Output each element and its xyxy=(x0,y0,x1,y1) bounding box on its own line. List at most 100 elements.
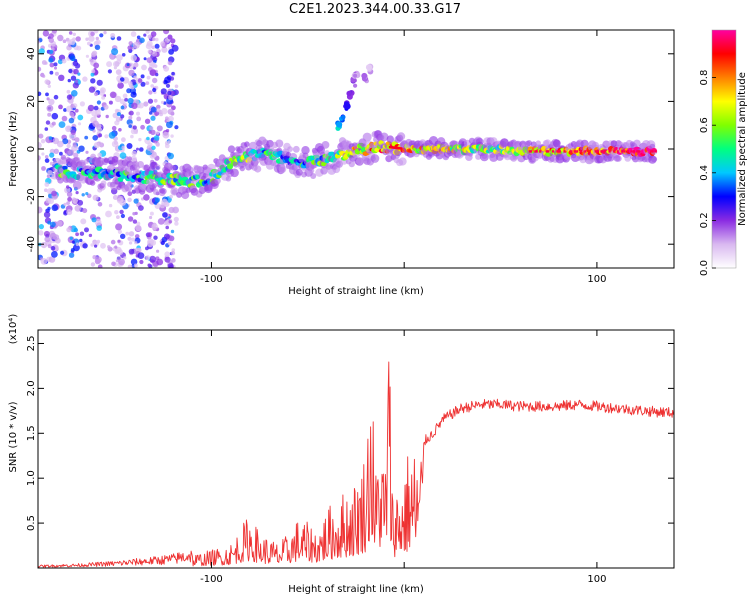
spectrogram-speckle xyxy=(120,233,126,239)
spectrogram-halo xyxy=(152,189,159,195)
spectrogram-speckle xyxy=(149,69,157,76)
spectrogram-halo xyxy=(427,151,433,157)
spectrogram-speckle xyxy=(161,108,168,115)
spectrogram-speckle xyxy=(87,41,91,46)
spectrogram-speckle xyxy=(115,116,121,122)
spectrogram-speckle xyxy=(63,202,67,206)
spectrogram-halo xyxy=(309,168,315,174)
spectrogram-speckle xyxy=(97,152,102,158)
spectrogram-speckle xyxy=(126,63,130,67)
spectrogram-y-tick-label: 40 xyxy=(26,47,37,60)
spectrogram-speckle xyxy=(127,191,133,197)
spectrogram-peak-cell xyxy=(594,150,597,153)
spectrogram-speckle xyxy=(133,75,138,80)
spectrogram-halo xyxy=(386,135,394,143)
spectrogram-speckle xyxy=(132,212,136,216)
spectrogram-speckle xyxy=(58,74,65,82)
spectrogram-speckle xyxy=(92,135,98,141)
spectrogram-speckle xyxy=(94,91,99,97)
spectrogram-halo xyxy=(292,145,300,153)
spectrogram-peak-cell xyxy=(529,150,532,153)
spectrogram-speckle xyxy=(113,60,120,68)
spectrogram-speckle xyxy=(82,208,88,214)
spectrogram-speckle xyxy=(40,139,46,144)
spectrogram-speckle xyxy=(38,142,42,149)
spectrogram-speckle xyxy=(59,151,63,156)
spectrogram-speckle xyxy=(164,256,171,263)
spectrogram-speckle xyxy=(167,263,174,268)
spectrogram-speckle xyxy=(53,94,59,100)
spectrogram-speckle xyxy=(160,41,166,47)
spectrogram-speckle xyxy=(127,45,133,51)
spectrogram-peak-cell xyxy=(547,150,550,153)
spectrogram-halo xyxy=(170,165,176,171)
spectrogram-speckle xyxy=(151,45,155,50)
spectrogram-speckle xyxy=(42,74,46,78)
spectrogram-speckle xyxy=(104,134,109,139)
spectrogram-speckle xyxy=(109,91,117,99)
spectrogram-speckle xyxy=(134,234,140,239)
spectrogram-speckle xyxy=(171,44,179,52)
spectrogram-peak-cell xyxy=(400,147,403,150)
spectrogram-speckle xyxy=(47,170,53,176)
spectrogram-speckle xyxy=(149,111,153,115)
spectrogram-speckle xyxy=(74,137,80,143)
spectrogram-speckle xyxy=(126,143,133,149)
spectrogram-peak-cell xyxy=(546,150,549,153)
spectrogram-speckle xyxy=(99,33,104,38)
spectrogram-peak-cell xyxy=(389,146,393,149)
spectrogram-speckle xyxy=(48,136,53,140)
spectrogram-branch-cell xyxy=(368,65,372,70)
spectrogram-speckle xyxy=(110,33,116,38)
spectrogram-speckle xyxy=(145,246,149,251)
spectrogram-halo xyxy=(204,184,213,194)
spectrogram-peak-cell xyxy=(535,150,538,153)
spectrogram-peak-cell xyxy=(570,150,573,153)
spectrogram-halo xyxy=(379,132,389,142)
spectrogram-speckle xyxy=(130,128,137,135)
spectrogram-peak-cell xyxy=(398,147,401,150)
spectrogram-speckle xyxy=(38,155,41,161)
spectrogram-speckle xyxy=(149,255,157,263)
spectrogram-speckle xyxy=(150,129,156,135)
spectrogram-speckle xyxy=(51,47,55,51)
spectrogram-speckle xyxy=(116,215,120,220)
spectrogram-speckle xyxy=(153,235,158,240)
spectrogram-speckle xyxy=(157,218,165,225)
spectrogram-speckle xyxy=(151,223,158,231)
spectrogram-speckle xyxy=(132,219,138,224)
spectrogram-speckle xyxy=(75,242,80,246)
spectrogram-speckle xyxy=(77,122,82,126)
spectrogram-peak-cell xyxy=(608,150,611,153)
spectrogram-speckle xyxy=(148,90,153,95)
snr-y-scale-label: (x10⁴) xyxy=(8,314,19,345)
snr-x-axis-label: Height of straight line (km) xyxy=(288,584,424,595)
spectrogram-speckle xyxy=(162,212,168,218)
spectrogram-speckle xyxy=(51,204,59,212)
spectrogram-speckle xyxy=(51,190,57,197)
spectrogram-speckle xyxy=(136,116,142,122)
spectrogram-halo xyxy=(90,180,96,186)
figure-title: C2E1.2023.344.00.33.G17 xyxy=(288,2,462,17)
spectrogram-speckle xyxy=(165,225,169,230)
spectrogram-speckle xyxy=(166,121,173,129)
spectrogram-speckle xyxy=(168,49,175,55)
spectrogram-speckle xyxy=(167,152,174,160)
spectrogram-speckle xyxy=(168,95,174,101)
spectrogram-speckle xyxy=(131,102,138,110)
snr-x-tick-label: -100 xyxy=(200,574,223,585)
spectrogram-halo xyxy=(355,157,364,165)
spectrogram-speckle xyxy=(97,127,103,133)
spectrogram-speckle xyxy=(46,97,50,101)
spectrogram-speckle xyxy=(76,45,82,51)
spectrogram-speckle xyxy=(117,239,121,243)
spectrogram-halo xyxy=(160,188,167,195)
spectrogram-speckle xyxy=(116,197,124,204)
spectrogram-speckle xyxy=(161,46,168,53)
spectrogram-halo xyxy=(254,165,262,173)
spectrogram-speckle xyxy=(108,100,113,105)
spectrogram-speckle xyxy=(123,256,127,260)
spectrogram-speckle xyxy=(99,90,105,96)
spectrogram-panel: -100 100 -40 -20 0 20 40 Height of straight li… xyxy=(8,29,675,297)
spectrogram-speckle xyxy=(130,155,137,163)
